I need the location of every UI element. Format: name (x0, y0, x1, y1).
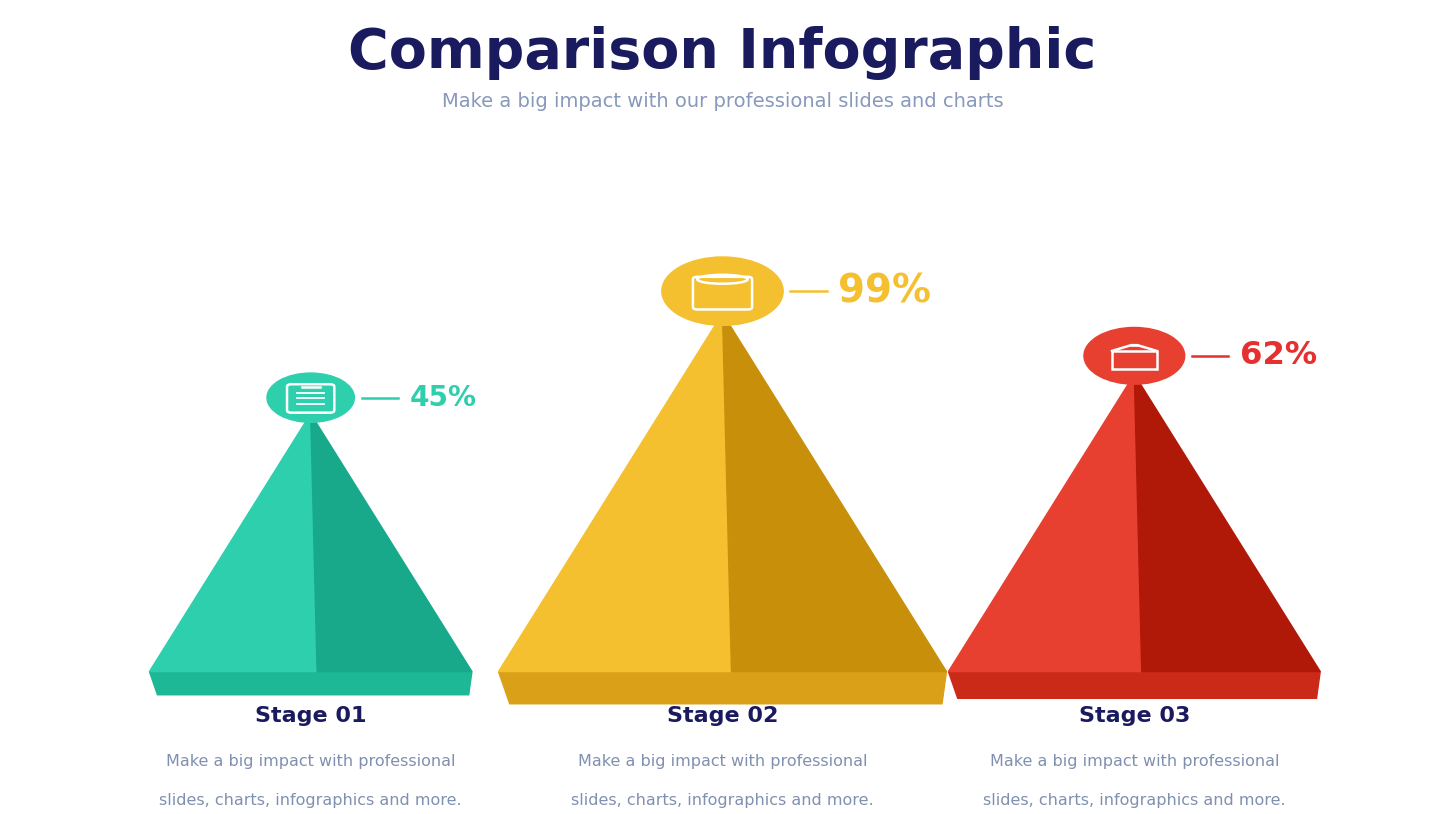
Polygon shape (722, 313, 946, 672)
Polygon shape (311, 414, 473, 672)
Polygon shape (1134, 374, 1321, 672)
Polygon shape (948, 672, 1321, 698)
Text: Stage 01: Stage 01 (254, 707, 367, 726)
Polygon shape (149, 414, 316, 672)
Text: 99%: 99% (838, 272, 931, 310)
Text: Make a big impact with our professional slides and charts: Make a big impact with our professional … (442, 92, 1003, 112)
Circle shape (267, 373, 354, 422)
Polygon shape (149, 672, 473, 695)
Text: Stage 02: Stage 02 (666, 707, 779, 726)
Polygon shape (948, 374, 1142, 672)
Text: 62%: 62% (1240, 340, 1316, 371)
Text: Stage 03: Stage 03 (1078, 707, 1191, 726)
Circle shape (662, 257, 783, 326)
Text: Make a big impact with professional: Make a big impact with professional (166, 754, 455, 768)
Text: slides, charts, infographics and more.: slides, charts, infographics and more. (571, 793, 874, 807)
Polygon shape (499, 313, 731, 672)
Text: Make a big impact with professional: Make a big impact with professional (578, 754, 867, 768)
Polygon shape (499, 672, 946, 704)
Circle shape (1084, 327, 1185, 384)
Text: slides, charts, infographics and more.: slides, charts, infographics and more. (983, 793, 1286, 807)
Text: Comparison Infographic: Comparison Infographic (348, 26, 1097, 80)
Text: slides, charts, infographics and more.: slides, charts, infographics and more. (159, 793, 462, 807)
Text: Make a big impact with professional: Make a big impact with professional (990, 754, 1279, 768)
Text: 45%: 45% (409, 383, 477, 412)
